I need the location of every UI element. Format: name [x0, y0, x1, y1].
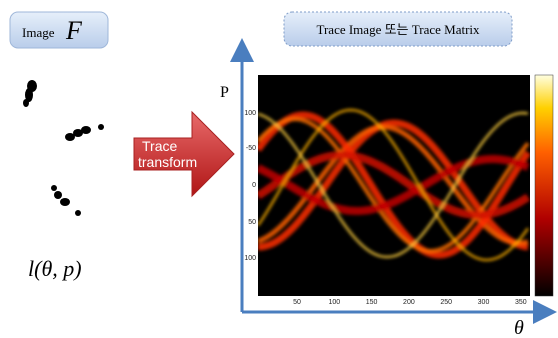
y-tick-label: 50: [248, 219, 256, 226]
x-tick-label: 350: [515, 299, 527, 306]
y-tick-label: -50: [246, 145, 256, 152]
y-tick-label: 0: [252, 182, 256, 189]
y-tick-label: 100: [244, 110, 256, 117]
x-tick-label: 150: [366, 299, 378, 306]
line-label: l(θ, p): [28, 256, 82, 281]
x-tick-label: 50: [293, 299, 301, 306]
title: Trace Image 또는 Trace Matrix: [316, 22, 480, 37]
arrow-label: Trace: [142, 138, 177, 154]
image-blobs: [23, 80, 104, 216]
y-tick-label: 100: [244, 255, 256, 262]
heatmap: [258, 75, 530, 296]
y-axis-label: P: [220, 84, 229, 101]
x-tick-label: 300: [478, 299, 490, 306]
x-tick-label: 100: [328, 299, 340, 306]
image-prefix: Image: [22, 25, 55, 40]
figure: Image F l(θ, p) Trace transform Trace Im…: [0, 0, 558, 338]
colorbar: [535, 75, 553, 296]
arrow-label: transform: [138, 154, 197, 170]
x-tick-label: 200: [403, 299, 415, 306]
x-axis-label: θ: [514, 317, 524, 338]
x-tick-label: 250: [440, 299, 452, 306]
image-symbol: F: [65, 16, 83, 45]
